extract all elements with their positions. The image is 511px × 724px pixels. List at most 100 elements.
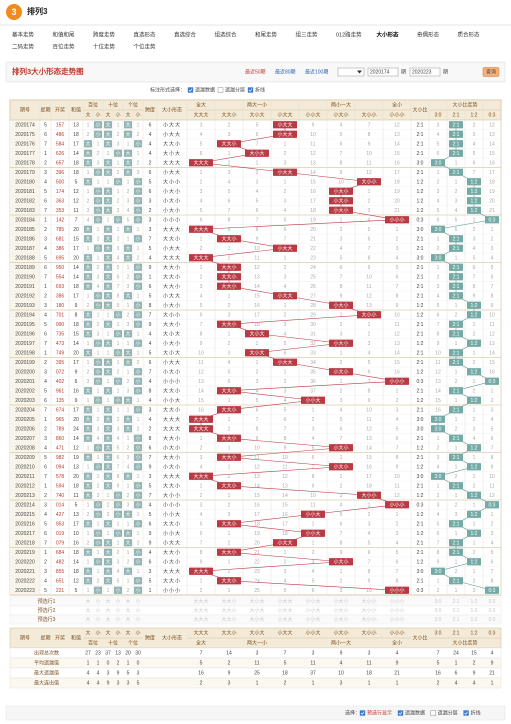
nav-tab[interactable]: 基本走势 <box>12 30 35 38</box>
hit-cell <box>449 358 463 366</box>
preselect-option[interactable]: 2:1 <box>453 608 460 614</box>
preselect-option[interactable]: 大 <box>85 598 90 605</box>
option-checkbox[interactable] <box>187 87 194 93</box>
option-label[interactable]: 折线 <box>255 86 265 93</box>
nav-tab[interactable]: 百位走势 <box>53 42 76 50</box>
select[interactable] <box>337 67 365 77</box>
bottom-option[interactable]: 预选行显示 <box>367 709 392 716</box>
nav-tab[interactable]: 组选综合 <box>215 30 238 38</box>
preselect-option[interactable]: 大 <box>105 598 110 605</box>
preselect-option[interactable]: 小小大 <box>305 607 320 614</box>
recent-link[interactable]: 最近50期 <box>245 68 266 75</box>
hit-value: 大大小 <box>221 273 236 280</box>
nav-tab[interactable]: 十位走势 <box>93 42 116 50</box>
preselect-option[interactable]: 1:2 <box>471 599 478 605</box>
preselect-option[interactable]: 1:2 <box>471 617 478 623</box>
cell: 4 <box>149 341 152 347</box>
preselect-option[interactable]: 大 <box>105 616 110 623</box>
preselect-option[interactable]: 大大大 <box>193 616 208 623</box>
bottom-option[interactable]: 遗漏分层 <box>438 709 458 716</box>
preselect-option[interactable]: 小 <box>115 607 120 614</box>
hit-value: 2:1 <box>453 331 460 337</box>
preselect-option[interactable]: 小小小 <box>389 616 404 623</box>
nav-tab[interactable]: 直选形态 <box>134 30 157 38</box>
preselect-option[interactable]: 小 <box>95 616 100 623</box>
preselect-option[interactable]: 大 <box>125 616 130 623</box>
bottom-checkbox[interactable] <box>359 710 366 716</box>
nav-tab[interactable]: 奇偶形态 <box>417 30 440 38</box>
preselect-option[interactable]: 小大小 <box>333 607 348 614</box>
nav-tab[interactable]: 质合形态 <box>458 30 481 38</box>
nav-tab[interactable]: 012路走势 <box>336 30 362 38</box>
preselect-option[interactable]: 小 <box>115 616 120 623</box>
preselect-option[interactable]: 大大大 <box>193 598 208 605</box>
preselect-option[interactable]: 小 <box>115 598 120 605</box>
option-checkbox[interactable] <box>217 87 224 93</box>
preselect-option[interactable]: 2:1 <box>453 599 460 605</box>
preselect-option[interactable]: 3:0 <box>435 599 442 605</box>
preselect-option[interactable]: 小 <box>135 598 140 605</box>
preselect-option[interactable]: 小小小 <box>389 607 404 614</box>
preselect-option[interactable]: 小大小 <box>333 616 348 623</box>
preselect-option[interactable]: 大 <box>125 598 130 605</box>
preselect-option[interactable]: 大小大 <box>249 616 264 623</box>
preselect-option[interactable]: 小大小 <box>333 598 348 605</box>
preselect-option[interactable]: 3:0 <box>435 617 442 623</box>
preselect-option[interactable]: 0:3 <box>489 599 496 605</box>
preselect-option[interactable]: 大 <box>125 607 130 614</box>
option-checkbox[interactable] <box>247 87 254 93</box>
nav-tab[interactable]: 直选综合 <box>174 30 197 38</box>
preselect-option[interactable]: 大大小 <box>221 598 236 605</box>
preselect-option[interactable]: 小 <box>95 598 100 605</box>
bottom-option[interactable]: 折线 <box>471 709 481 716</box>
preselect-option[interactable]: 小大大 <box>277 607 292 614</box>
recent-link[interactable]: 最近80期 <box>275 68 296 75</box>
preselect-option[interactable]: 小 <box>135 607 140 614</box>
preselect-option[interactable]: 大小小 <box>361 607 376 614</box>
preselect-option[interactable]: 0:3 <box>489 617 496 623</box>
preselect-option[interactable]: 小大大 <box>277 598 292 605</box>
nav-tab[interactable]: 和尾走势 <box>255 30 278 38</box>
bottom-checkbox[interactable] <box>463 710 469 716</box>
preselect-option[interactable]: 小小大 <box>305 616 320 623</box>
preselect-option[interactable]: 大 <box>105 607 110 614</box>
preselect-option[interactable]: 小大大 <box>277 616 292 623</box>
bottom-option[interactable]: 遗漏数据 <box>405 709 425 716</box>
nav-tab[interactable]: 组三走势 <box>296 30 319 38</box>
nav-tab[interactable]: 和值和尾 <box>53 30 76 38</box>
from-input[interactable] <box>367 67 399 77</box>
to-input[interactable] <box>409 67 441 77</box>
omission-value: 5 <box>437 303 440 309</box>
query-button[interactable] <box>482 67 500 77</box>
preselect-option[interactable]: 大 <box>85 616 90 623</box>
preselect-option[interactable]: 小 <box>135 616 140 623</box>
query-label[interactable]: 查询 <box>486 69 496 76</box>
nav-tab[interactable]: 二码走势 <box>12 42 35 50</box>
preselect-option[interactable]: 0:3 <box>489 608 496 614</box>
preselect-option[interactable]: 2:1 <box>453 617 460 623</box>
preselect-option[interactable]: 大大大 <box>193 607 208 614</box>
nav-tab[interactable]: 大小形态 <box>377 30 400 38</box>
nav-tab[interactable]: 跨度走势 <box>93 30 116 38</box>
preselect-option[interactable]: 大小小 <box>361 598 376 605</box>
preselect-option[interactable]: 1:2 <box>471 608 478 614</box>
nav-tab[interactable]: 个位走势 <box>134 42 157 50</box>
option-label[interactable]: 遗漏数据 <box>195 86 215 93</box>
preselect-option[interactable]: 小 <box>95 607 100 614</box>
preselect-option[interactable]: 小小大 <box>305 598 320 605</box>
preselect-option[interactable]: 大大小 <box>221 607 236 614</box>
cell: 14 <box>73 151 79 157</box>
preselect-option[interactable]: 大小小 <box>361 616 376 623</box>
preselect-option[interactable]: 小小小 <box>389 598 404 605</box>
draw-number: 180 <box>56 303 65 309</box>
hit-cell <box>134 444 142 452</box>
preselect-option[interactable]: 3:0 <box>435 608 442 614</box>
recent-link[interactable]: 最近100期 <box>305 68 328 75</box>
option-label[interactable]: 遗漏分层 <box>225 86 245 93</box>
preselect-option[interactable]: 大小大 <box>249 598 264 605</box>
preselect-option[interactable]: 大 <box>85 607 90 614</box>
preselect-option[interactable]: 大小大 <box>249 607 264 614</box>
bottom-checkbox[interactable] <box>430 710 436 716</box>
bottom-checkbox[interactable] <box>397 710 404 716</box>
preselect-option[interactable]: 大大小 <box>221 616 236 623</box>
